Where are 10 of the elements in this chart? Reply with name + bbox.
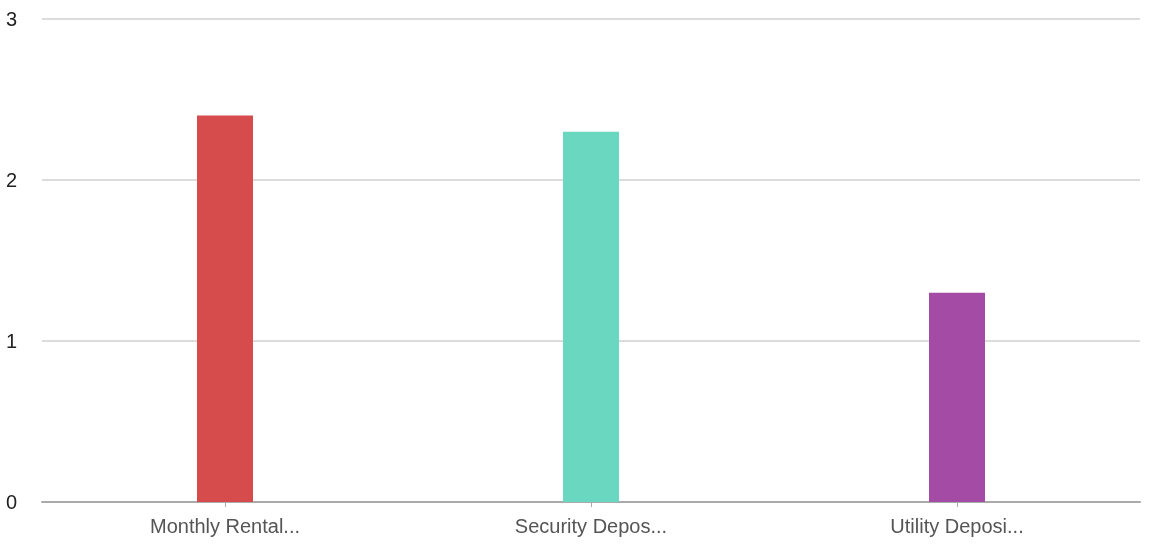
x-tick-label: Utility Deposi... (890, 515, 1024, 537)
bar (197, 115, 253, 502)
y-tick-label: 3 (5, 8, 17, 30)
bar (929, 292, 985, 502)
x-tick-label: Monthly Rental... (149, 515, 301, 537)
y-tick-label: 0 (5, 491, 17, 513)
y-tick-label: 2 (5, 169, 17, 191)
x-tick-label: Security Depos... (514, 515, 668, 537)
bar (563, 131, 619, 502)
y-tick-label: 1 (5, 330, 17, 352)
